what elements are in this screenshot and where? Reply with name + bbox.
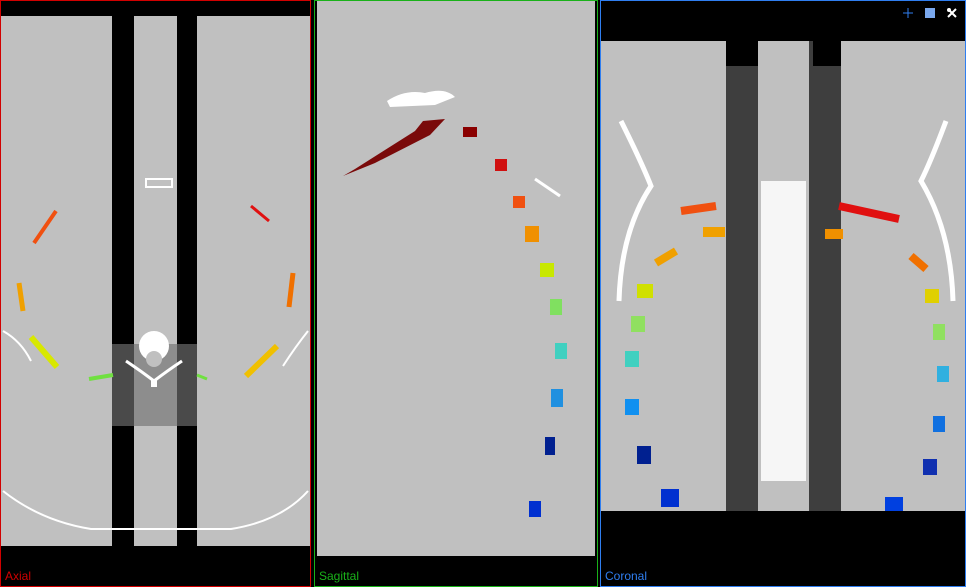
axial-image — [1, 16, 310, 546]
axial-label: Axial — [5, 569, 32, 583]
sagittal-label: Sagittal — [319, 569, 360, 583]
settings-tools-icon[interactable] — [945, 6, 959, 20]
maximize-square-icon[interactable] — [923, 6, 937, 20]
add-crosshair-icon[interactable] — [901, 6, 915, 20]
sagittal-viewport[interactable]: Sagittal — [314, 0, 598, 587]
viewport-toolbar — [901, 6, 959, 20]
coronal-viewport[interactable]: Coronal — [600, 0, 966, 587]
sagittal-image — [317, 1, 595, 556]
coronal-image — [601, 41, 965, 511]
axial-viewport[interactable]: Axial — [0, 0, 311, 587]
coronal-label: Coronal — [605, 569, 648, 583]
